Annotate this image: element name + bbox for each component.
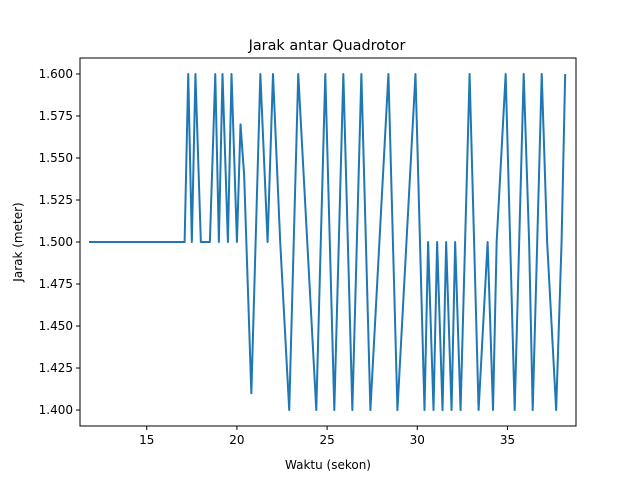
y-tick-label: 1.575 [39,109,73,123]
y-tick-label: 1.400 [39,403,73,417]
y-tick-label: 1.525 [39,193,73,207]
y-axis: 1.400 1.425 1.450 1.475 1.500 1.525 1.550 1.575… [39,67,80,417]
y-tick-label: 1.500 [39,235,73,249]
y-axis-label: Jarak (meter) [11,202,25,282]
y-tick-label: 1.600 [39,67,73,81]
x-tick-label: 20 [229,433,244,447]
x-tick-label: 30 [410,433,425,447]
series-line [89,72,567,412]
y-tick-label: 1.425 [39,361,73,375]
chart-title: Jarak antar Quadrotor [248,38,406,54]
x-tick-label: 35 [500,433,515,447]
x-axis-label: Waktu (sekon) [285,458,371,472]
y-tick-label: 1.450 [39,319,73,333]
x-tick-label: 25 [319,433,334,447]
x-axis: 15 20 25 30 35 [139,426,515,447]
plot-area [89,72,567,412]
y-tick-label: 1.475 [39,277,73,291]
plot-frame [79,57,577,427]
x-tick-label: 15 [139,433,154,447]
y-tick-label: 1.550 [39,151,73,165]
